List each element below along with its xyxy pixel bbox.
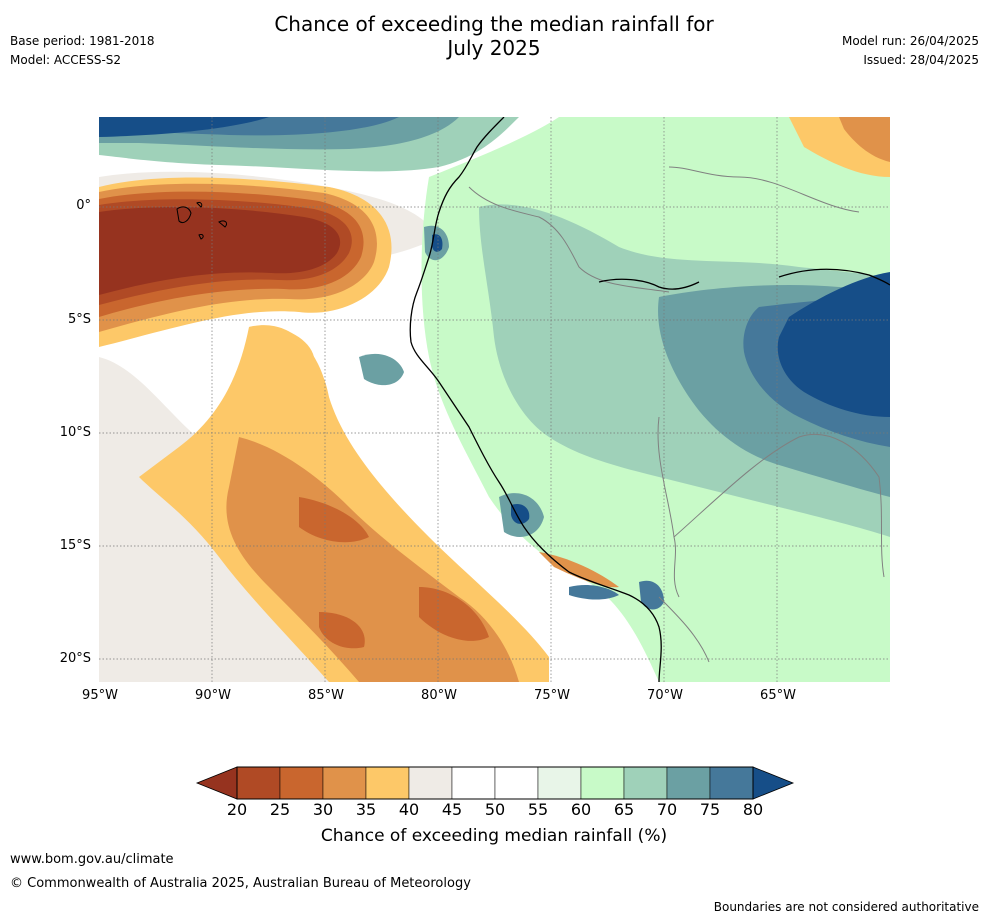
- footer-note: Boundaries are not considered authoritat…: [713, 900, 979, 914]
- colorbar-tick-label: 60: [570, 800, 592, 819]
- wet-offshore-patch-2-dark: [431, 234, 443, 252]
- galapagos-islands: [176, 202, 228, 240]
- dry-diagonal-30: [299, 497, 369, 543]
- model-run-text: Model run: 26/04/2025: [841, 34, 979, 48]
- dry-diagonal-30c: [319, 612, 365, 649]
- map-svg: [99, 117, 890, 682]
- colorbar-tick-label: 55: [527, 800, 549, 819]
- title-line-2: July 2025: [447, 36, 541, 60]
- lon-label-70w: 70°W: [647, 688, 683, 703]
- wet-offshore-patch: [359, 353, 404, 386]
- colorbar-box: [623, 766, 668, 800]
- dry-diagonal-30b: [419, 587, 489, 641]
- wet-coastal-patch-dark: [511, 503, 530, 524]
- colorbar-tick-label: 70: [656, 800, 678, 819]
- model-text: Model: ACCESS-S2: [10, 53, 122, 67]
- colorbar-box: [279, 766, 324, 800]
- lon-label-85w: 85°W: [308, 688, 344, 703]
- lat-label-15s: 15°S: [59, 538, 91, 553]
- colorbar-box: [451, 766, 496, 800]
- issued-text: Issued: 28/04/2025: [863, 53, 979, 67]
- wet-north-band-darkest: [99, 117, 269, 137]
- colorbar-box: [494, 766, 539, 800]
- country-borders: [468, 166, 885, 663]
- lon-label-80w: 80°W: [421, 688, 457, 703]
- island-small-1: [196, 202, 203, 208]
- island-small-3: [198, 234, 204, 240]
- colorbar-box: [537, 766, 582, 800]
- footer-url[interactable]: www.bom.gov.au/climate: [10, 852, 174, 867]
- title-line-1: Chance of exceeding the median rainfall …: [274, 12, 714, 36]
- colorbar-box: [236, 766, 281, 800]
- footer-copyright: © Commonwealth of Australia 2025, Austra…: [10, 876, 471, 891]
- colorbar-tick-label: 75: [699, 800, 721, 819]
- dry-equatorial-20: [99, 206, 341, 295]
- colorbar-box: [666, 766, 711, 800]
- lon-label-95w: 95°W: [82, 688, 118, 703]
- forecast-map: [99, 117, 890, 682]
- wet-land-80: [777, 272, 890, 417]
- colorbar-border: [236, 766, 754, 800]
- lat-label-5s: 5°S: [67, 312, 91, 327]
- wet-coastal-patch-2: [639, 580, 664, 610]
- map-title: Chance of exceeding the median rainfall …: [0, 12, 988, 60]
- meta-left: Base period: 1981-2018 Model: ACCESS-S2: [10, 32, 155, 70]
- colorbar-box: [580, 766, 625, 800]
- base-period-text: Base period: 1981-2018: [10, 34, 155, 48]
- colorbar: [195, 765, 795, 805]
- colorbar-svg: [195, 766, 795, 800]
- neutral-ocean-patch: [99, 357, 529, 682]
- border-peru-bolivia: [657, 416, 680, 598]
- dry-coastal-strip: [539, 552, 619, 588]
- colorbar-box: [408, 766, 453, 800]
- island-isabela: [176, 206, 192, 224]
- colorbar-arrow-low: [195, 766, 238, 800]
- dry-northeast-patch-dark: [839, 117, 890, 162]
- graticule: [99, 117, 890, 682]
- colorbar-tick-label: 45: [441, 800, 463, 819]
- border-colombia-brazil: [668, 166, 860, 213]
- colorbar-tick-label: 65: [613, 800, 635, 819]
- island-small-2: [218, 220, 228, 228]
- dry-west-40: [249, 326, 314, 367]
- colorbar-label: Chance of exceeding median rainfall (%): [320, 826, 668, 846]
- border-ecuador-peru: [468, 186, 670, 293]
- colorbar-tick-label: 30: [312, 800, 334, 819]
- lat-label-10s: 10°S: [59, 425, 91, 440]
- lat-label-20s: 20°S: [59, 651, 91, 666]
- lon-label-65w: 65°W: [760, 688, 796, 703]
- border-chile-bolivia: [658, 596, 710, 663]
- meta-right: Model run: 26/04/2025 Issued: 28/04/2025: [842, 32, 979, 70]
- colorbar-arrow-high: [752, 766, 795, 800]
- colorbar-box: [365, 766, 410, 800]
- colorbar-tick-label: 20: [226, 800, 248, 819]
- colorbar-tick-label: 80: [742, 800, 764, 819]
- colorbar-tick-label: 25: [269, 800, 291, 819]
- coastline-west-sa: [409, 117, 662, 682]
- coastline: [409, 117, 890, 682]
- colorbar-box: [709, 766, 754, 800]
- colorbar-box: [322, 766, 367, 800]
- colorbar-tick-label: 50: [484, 800, 506, 819]
- lon-label-90w: 90°W: [195, 688, 231, 703]
- border-bolivia-brazil: [673, 433, 885, 578]
- colorbar-tick-label: 35: [355, 800, 377, 819]
- wet-coastal-patch-3: [569, 584, 619, 600]
- coastline-northeast: [778, 268, 890, 286]
- lat-label-0: 0°: [76, 198, 91, 213]
- lon-label-75w: 75°W: [534, 688, 570, 703]
- colorbar-tick-label: 40: [398, 800, 420, 819]
- amazon-river: [598, 278, 700, 290]
